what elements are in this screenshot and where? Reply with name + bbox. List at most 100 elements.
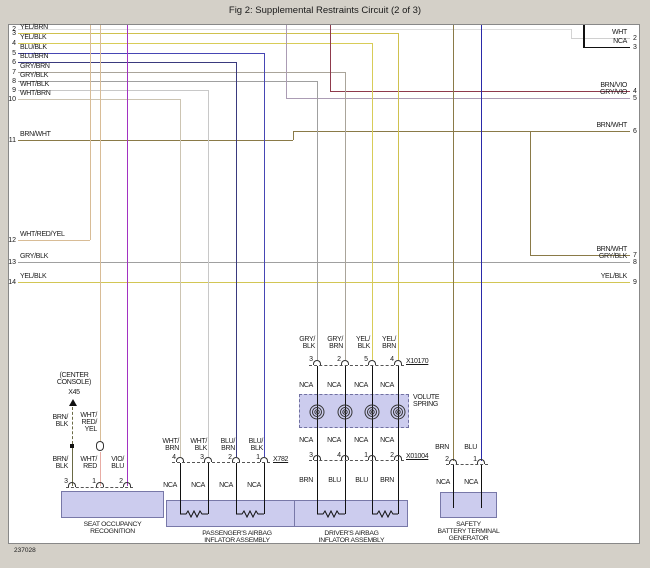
edge-number: 9 — [633, 279, 637, 286]
document-number: 237028 — [14, 547, 36, 554]
pin-number: 2 — [390, 452, 394, 459]
wire-label-vioblu: VIO/BLU — [111, 456, 124, 470]
pin-number: 1 — [473, 456, 477, 463]
wire-nca-saf2 — [481, 465, 482, 508]
pin-arc-icon — [341, 455, 349, 460]
wire-label: BLU/BLK — [248, 438, 264, 452]
wire-whtbrn — [18, 99, 180, 100]
wire-gryblk — [18, 81, 317, 82]
connector-label-x01004: X01004 — [406, 453, 429, 460]
wire-label: GRY/BLK — [20, 253, 49, 260]
wire-blu-safety — [481, 25, 482, 461]
seat-caption: SEAT OCCUPANCY RECOGNITION — [83, 521, 142, 535]
edge-number: 6 — [633, 128, 637, 135]
wire-wht-vert — [571, 29, 572, 38]
nca-label: NCA — [247, 482, 261, 489]
pin-arc-icon — [176, 457, 184, 462]
wire-label: YEL/BRN — [20, 24, 48, 31]
wire-brnwht-jog — [293, 131, 294, 140]
nca-label: NCA — [327, 382, 341, 389]
edge-number: 9 — [12, 87, 16, 94]
wire-label: BLU — [355, 477, 368, 484]
wire-label: BRN/VIO — [600, 82, 627, 89]
connector-arrow-icon — [69, 399, 77, 406]
wire-vioblu — [127, 25, 128, 486]
wire-label-brnblk: BRN/BLK — [52, 456, 68, 470]
edge-number: 5 — [12, 50, 16, 57]
edge-number: 8 — [12, 78, 16, 85]
pin-arc-icon — [232, 457, 240, 462]
pin-arc-icon — [341, 360, 349, 365]
safety-battery-box — [440, 492, 497, 518]
wire-blublk-drop — [264, 53, 265, 457]
edge-number: 6 — [12, 59, 16, 66]
driver-top-connector-line — [309, 365, 404, 366]
connector-label-x45: X45 — [68, 389, 80, 396]
wire-brnblk-dashed — [72, 407, 73, 444]
connector-label-x10170: X10170 — [406, 358, 429, 365]
edge-number: 2 — [633, 35, 637, 42]
inline-connector-icon — [96, 441, 104, 446]
wire-whtredyel-seat — [100, 25, 101, 441]
edge-number: 5 — [633, 95, 637, 102]
wire-whtbrn-drop — [180, 99, 181, 457]
pin-arc-icon — [204, 457, 212, 462]
wire-wht-top — [18, 29, 571, 30]
pin-number: 4 — [390, 356, 394, 363]
wire-gryvio-vert — [286, 25, 287, 98]
safety-caption: SAFETY BATTERY TERMINAL GENERATOR — [437, 521, 500, 542]
wire-whtredyel — [18, 240, 90, 241]
pin-arc-icon — [123, 482, 131, 487]
nca-label: NCA — [464, 479, 478, 486]
junction-square-icon — [70, 444, 74, 448]
squib-resistor-icon — [372, 509, 398, 519]
nca-label: NCA — [191, 482, 205, 489]
wire-label: GRY/BRN — [20, 63, 50, 70]
nca-label: NCA — [219, 482, 233, 489]
wire-label: YEL/BLK — [600, 273, 628, 280]
pin-number: 3 — [309, 356, 313, 363]
pin-number: 2 — [337, 356, 341, 363]
wire-label: WHT/RED/YEL — [20, 231, 65, 238]
pin-number: 2 — [228, 454, 232, 461]
connector-label-x782: X782 — [273, 456, 289, 463]
nca-label: NCA — [436, 479, 450, 486]
volute-spring-label: VOLUTE SPRING — [413, 394, 440, 408]
wire-blubrn-drop — [236, 62, 237, 457]
edge-number: 3 — [12, 30, 16, 37]
nca-label: NCA — [299, 437, 313, 444]
pin-number: 5 — [364, 356, 368, 363]
volute-spring-icon — [390, 404, 406, 420]
wire-label: BLU/BRN — [20, 53, 49, 60]
wire-label: WHT/BRN — [20, 90, 51, 97]
wire-brnvio — [330, 91, 630, 92]
wire-wht-stub — [571, 38, 630, 39]
nca-label: NCA — [380, 437, 394, 444]
wire-whtblk — [18, 90, 208, 91]
wire-gryblk-drop — [317, 81, 318, 360]
wire-grybrn — [18, 72, 345, 73]
wire-brnwht-left — [18, 140, 293, 141]
wire-label: BLU/BLK — [20, 44, 47, 51]
edge-number: 8 — [633, 259, 637, 266]
edge-number: 2 — [12, 26, 16, 33]
pin-number: 1 — [92, 478, 96, 485]
edge-number: 12 — [8, 237, 16, 244]
edge-number: 4 — [12, 40, 16, 47]
nca-label: NCA — [163, 482, 177, 489]
wire-label: BLU/BRN — [220, 438, 236, 452]
wire-nca-pas3 — [236, 463, 237, 514]
squib-resistor-icon — [317, 509, 345, 519]
wire-nca-stub — [583, 47, 630, 48]
wire-yelbrn — [18, 33, 398, 34]
wire-label: BRN — [299, 477, 313, 484]
squib-resistor-icon — [180, 509, 208, 519]
wire-nca-drv3 — [372, 366, 373, 514]
wire-label: WHT — [611, 29, 627, 36]
nca-label: NCA — [380, 382, 394, 389]
wire-label: BRN — [435, 444, 449, 451]
pin-arc-icon — [68, 482, 76, 487]
seat-connector-line — [66, 487, 133, 488]
wire-label: WHT/BLK — [190, 438, 207, 452]
